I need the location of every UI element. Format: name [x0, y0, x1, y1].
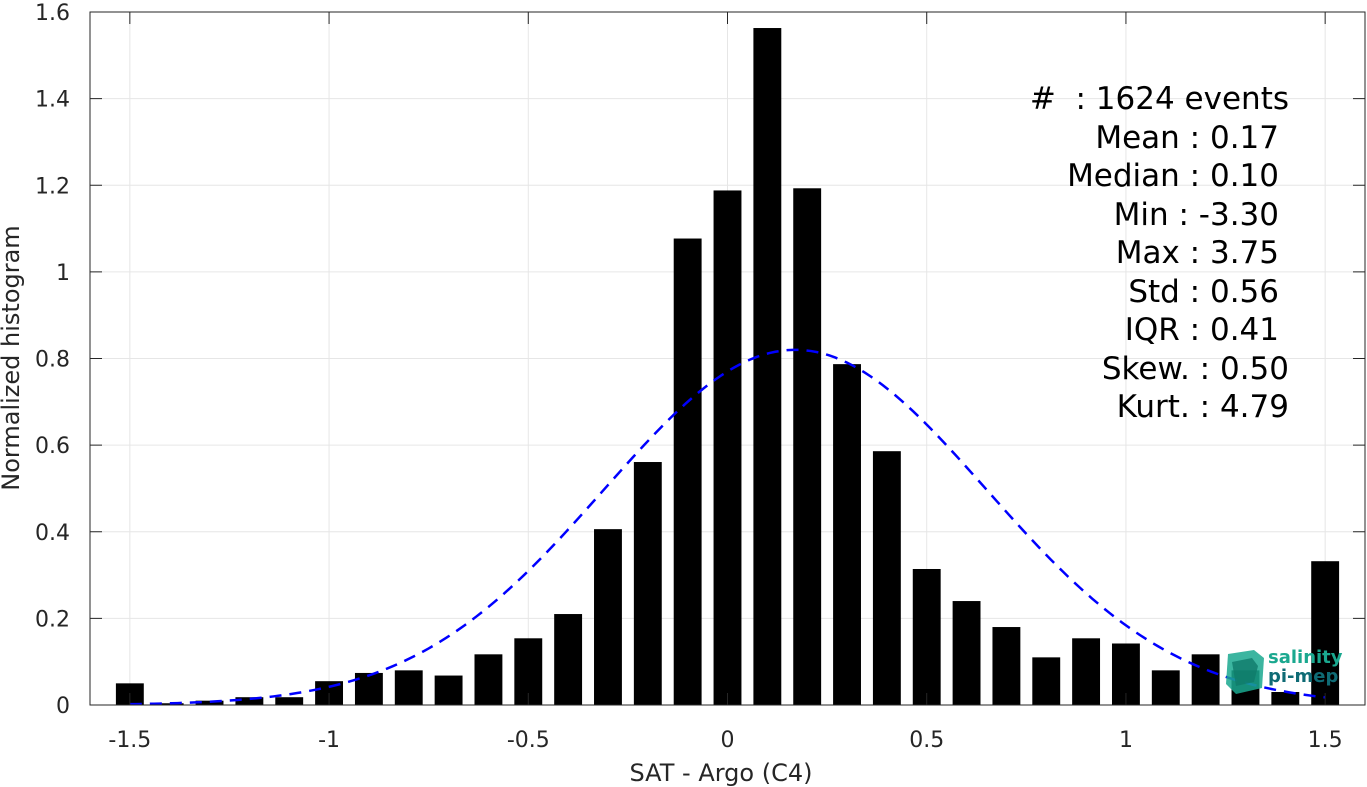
y-tick-label: 0.8 [35, 348, 70, 373]
y-tick-label: 0.2 [35, 607, 70, 632]
histogram-bar [952, 601, 981, 705]
stat-skew: Skew. : 0.50 [1101, 350, 1289, 387]
x-tick-labels: -1.5 -1 -0.5 0 0.5 1 1.5 [108, 728, 1342, 753]
histogram-bar [872, 451, 901, 705]
x-tick-label: 1.5 [1308, 728, 1343, 753]
x-tick-label: -1 [318, 728, 340, 753]
histogram-bar [474, 654, 503, 705]
statistics-box: # : 1624 events Mean : 0.17 Median : 0.1… [1030, 80, 1289, 427]
stat-std: Std : 0.56 [1128, 273, 1279, 310]
y-axis-label: Normalized histogram [0, 225, 25, 490]
salinity-pi-mep-logo: salinity pi-mep [1224, 646, 1344, 696]
histogram-bar [753, 28, 782, 705]
stat-kurt: Kurt. : 4.79 [1116, 389, 1289, 425]
y-tick-label: 1.6 [35, 1, 70, 26]
y-tick-label: 0.4 [35, 521, 70, 546]
y-tick-label: 1.4 [35, 88, 70, 113]
x-tick-label: -0.5 [507, 728, 550, 753]
axes-frame [89, 11, 1366, 706]
stat-max: Max : 3.75 [1115, 235, 1279, 271]
stat-events: # : 1624 events [1029, 81, 1289, 117]
histogram-bar [155, 703, 184, 705]
stat-iqr: IQR : 0.41 [1124, 312, 1279, 348]
histogram-bar [434, 675, 463, 705]
logo-text: salinity pi-mep [1268, 648, 1343, 686]
x-tick-label: 0.5 [909, 728, 944, 753]
x-tick-label: 1 [1119, 728, 1133, 753]
histogram-bar [235, 697, 264, 705]
normal-fit-curve [129, 348, 1326, 706]
logo-line-2: pi-mep [1268, 666, 1339, 687]
histogram-bar [673, 238, 702, 706]
histogram-bar [633, 462, 662, 705]
histogram-bar [1271, 692, 1300, 705]
histogram-bar [1072, 638, 1101, 705]
logo-icon [1226, 650, 1264, 694]
histogram-bar [1311, 561, 1340, 705]
stat-min: Min : -3.30 [1113, 196, 1279, 233]
histogram-bar [1032, 657, 1061, 705]
bars [115, 28, 1340, 706]
y-tick-label: 0 [56, 694, 70, 719]
y-tick-label: 0.6 [35, 434, 70, 459]
histogram-bar [554, 614, 583, 705]
histogram-bar [1191, 654, 1220, 705]
histogram-bar [354, 672, 383, 705]
histogram-bar [713, 190, 742, 705]
histogram-bar [912, 568, 941, 705]
histogram-bar [992, 627, 1021, 705]
x-tick-label: -1.5 [108, 728, 151, 753]
x-axis-label: SAT - Argo (C4) [630, 759, 813, 787]
histogram-bar [1151, 670, 1180, 705]
histogram-bar [594, 529, 622, 705]
histogram-bar [275, 697, 304, 705]
stat-mean: Mean : 0.17 [1095, 119, 1279, 156]
histogram-bar [793, 188, 822, 706]
histogram-bar [394, 670, 423, 705]
y-tick-label: 1.2 [35, 174, 70, 199]
logo-line-1: salinity [1268, 647, 1343, 668]
y-tick-label: 1 [56, 261, 70, 286]
x-tick-label: 0 [721, 728, 735, 753]
histogram-bar [833, 364, 861, 705]
y-tick-labels: 0 0.2 0.4 0.6 0.8 1 1.2 1.4 1.6 [35, 1, 70, 719]
stat-median: Median : 0.10 [1067, 158, 1279, 194]
histogram-bar [195, 700, 224, 705]
